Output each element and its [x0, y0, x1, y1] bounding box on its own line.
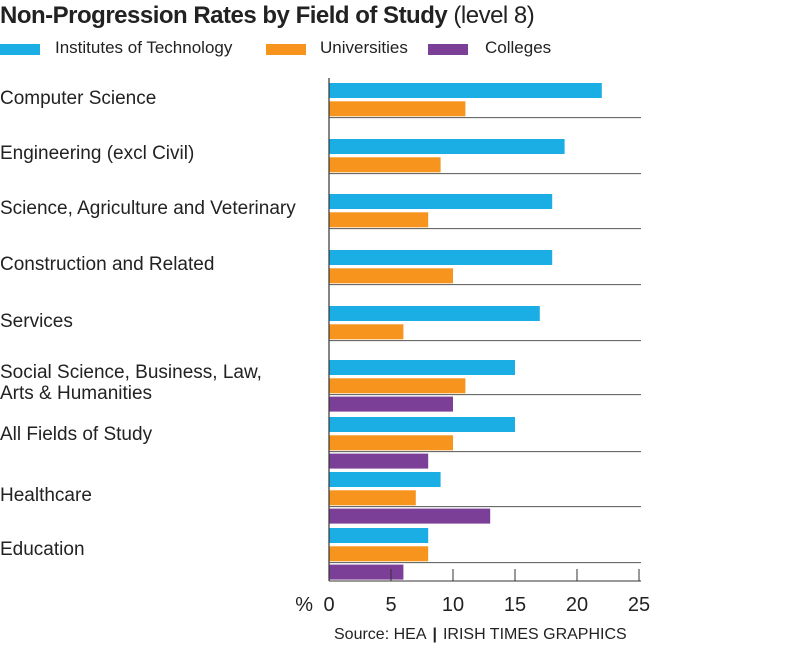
chart-title-sub: (level 8)	[453, 2, 535, 29]
bar-universities	[329, 324, 404, 340]
legend-swatch-universities	[266, 44, 306, 55]
bar-institutes	[329, 306, 540, 321]
category-label: Construction and Related	[0, 254, 214, 275]
bar-universities	[329, 212, 429, 228]
bar-universities	[329, 101, 466, 117]
category-label: Social Science, Business, Law,	[0, 362, 262, 383]
legend-swatch-colleges	[428, 44, 468, 55]
bar-universities	[329, 378, 466, 394]
category-label: Computer Science	[0, 88, 156, 109]
bar-institutes	[329, 194, 553, 209]
bar-institutes	[329, 472, 441, 487]
bar-universities	[329, 157, 441, 173]
source-text: Source: HEA	[334, 626, 427, 643]
category-label: Education	[0, 539, 85, 560]
x-tick-label: 20	[566, 594, 588, 616]
bar-institutes	[329, 528, 429, 543]
x-tick-label: 25	[628, 594, 650, 616]
bar-universities	[329, 268, 453, 284]
x-tick-label: 10	[442, 594, 464, 616]
bar-institutes	[329, 139, 565, 154]
bar-institutes	[329, 417, 515, 432]
bar-institutes	[329, 250, 553, 265]
legend-label-colleges: Colleges	[485, 38, 552, 57]
bar-universities	[329, 490, 416, 506]
x-tick-label: 0	[323, 594, 334, 616]
bar-colleges	[329, 564, 404, 580]
x-tick-label: 15	[504, 594, 526, 616]
category-label: Science, Agriculture and Veterinary	[0, 198, 296, 219]
bar-colleges	[329, 453, 429, 469]
source-note: Source: HEA | IRISH TIMES GRAPHICS	[334, 626, 627, 644]
category-label: Arts & Humanities	[0, 383, 152, 404]
chart-title: Non-Progression Rates by Field of Study …	[0, 2, 535, 30]
category-label: Healthcare	[0, 485, 92, 506]
source-credit: IRISH TIMES GRAPHICS	[442, 626, 627, 643]
legend-swatch-institutes	[0, 44, 40, 55]
category-label: Engineering (excl Civil)	[0, 143, 194, 164]
bar-colleges	[329, 396, 453, 412]
category-label: All Fields of Study	[0, 424, 153, 445]
bar-universities	[329, 546, 429, 562]
category-label: Services	[0, 311, 73, 332]
bar-institutes	[329, 83, 602, 98]
legend-label-institutes: Institutes of Technology	[55, 38, 233, 57]
bar-institutes	[329, 360, 515, 375]
x-tick-label: 5	[385, 594, 396, 616]
chart-title-main: Non-Progression Rates by Field of Study	[0, 2, 448, 29]
legend-label-universities: Universities	[320, 38, 408, 57]
bar-universities	[329, 435, 453, 451]
source-separator: |	[432, 626, 437, 643]
x-axis-unit-label: %	[295, 594, 313, 616]
bar-colleges	[329, 508, 491, 524]
